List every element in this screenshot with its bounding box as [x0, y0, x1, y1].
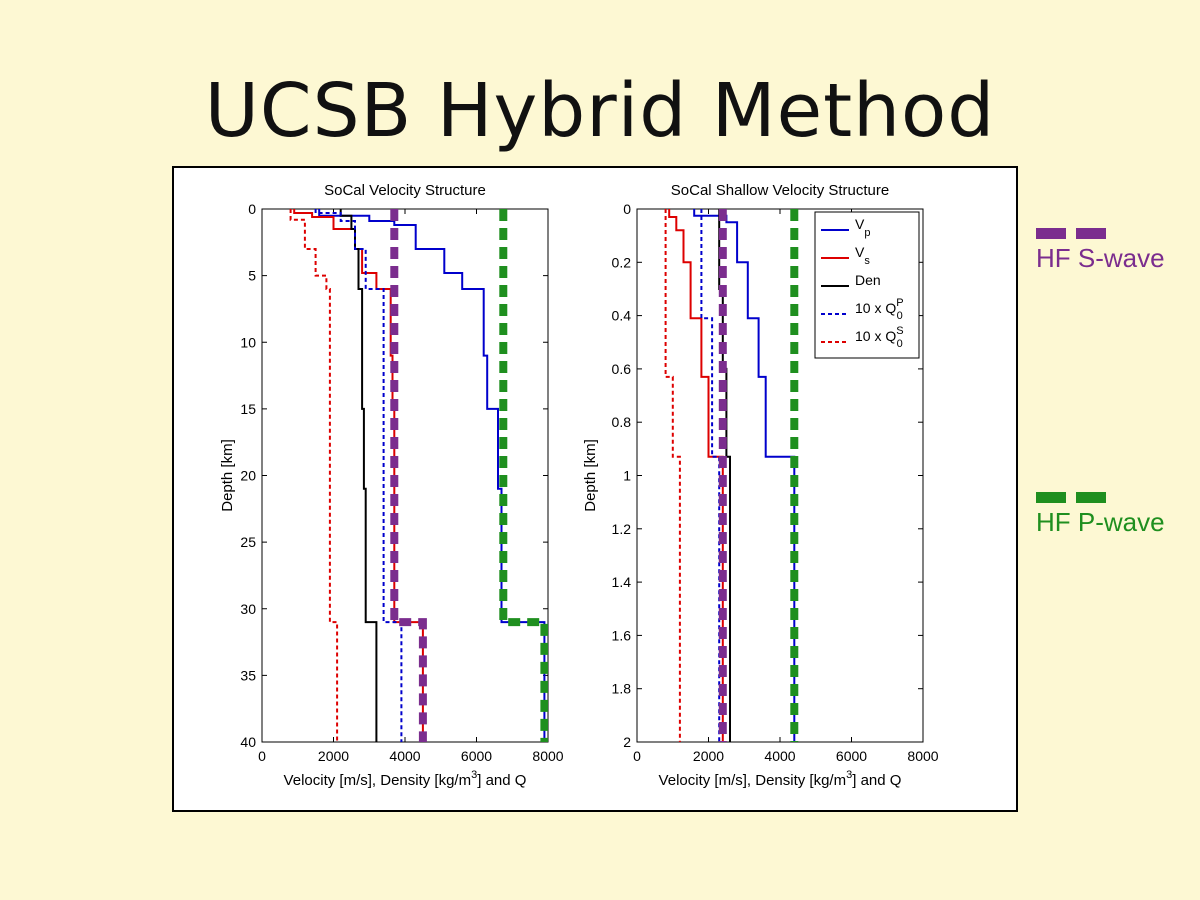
right-series-vp: [693, 209, 796, 742]
legend-label-vs: Vs: [855, 244, 870, 267]
legend-label-sub: 0: [897, 310, 903, 322]
legend-label-sub: p: [864, 227, 870, 239]
left-x-label-part: ] and Q: [477, 772, 526, 789]
legend-label-sub: 0: [897, 338, 903, 350]
hf-s-wave-legend: HF S-wave: [1036, 228, 1165, 274]
right-x-tick-label: 6000: [836, 748, 867, 764]
left-x-tick-label: 8000: [532, 748, 563, 764]
right-x-label-part: Velocity [m/s], Density [kg/m: [659, 772, 847, 789]
legend-label-main: 10 x Q: [855, 328, 896, 344]
right-y-tick-label: 0.8: [612, 414, 632, 430]
left-x-label-exponent: 3: [471, 769, 477, 781]
legend-label-main: Den: [855, 272, 881, 288]
left-series-hf_s: [390, 209, 427, 742]
hf-s-wave-swatch: [1036, 228, 1165, 239]
right-series-qs: [664, 209, 681, 742]
left-chart-title: SoCal Velocity Structure: [324, 182, 486, 199]
legend-label-main: V: [855, 216, 865, 232]
legend-label-main: 10 x Q: [855, 300, 896, 316]
left-x-axis-label: Velocity [m/s], Density [kg/m3] and Q: [284, 769, 527, 789]
right-y-axis-label: Depth [km]: [582, 439, 599, 512]
left-y-tick-label: 15: [240, 401, 256, 417]
slide-title: UCSB Hybrid Method: [204, 68, 996, 154]
right-x-tick-label: 4000: [764, 748, 795, 764]
right-y-tick-label: 1.4: [612, 574, 632, 590]
hf-s-wave-label: HF S-wave: [1036, 243, 1165, 273]
right-series-vs: [668, 209, 724, 742]
left-y-tick-label: 20: [240, 468, 256, 484]
left-x-tick-label: 2000: [318, 748, 349, 764]
right-x-label-part: ] and Q: [852, 772, 901, 789]
right-y-tick-label: 0: [623, 201, 631, 217]
left-series-hf_p: [499, 209, 548, 742]
left-series-vp: [318, 209, 546, 742]
left-y-tick-label: 35: [240, 667, 256, 683]
legend-label-sub: s: [864, 255, 870, 267]
left-y-tick-label: 25: [240, 534, 256, 550]
left-y-tick-label: 0: [248, 201, 256, 217]
legend-label-sup: P: [896, 297, 903, 309]
right-y-tick-label: 1.6: [612, 627, 632, 643]
figure-frame: 0 2000 4000 6000 8000 0 5 10 15 20 25 30 35 40 SoCal V…: [172, 166, 1018, 812]
right-y-tick-label: 0.6: [612, 361, 632, 377]
left-series-den: [339, 209, 378, 742]
right-y-tick-label: 2: [623, 734, 631, 750]
right-y-tick-label: 1.2: [612, 521, 632, 537]
left-series-group: [289, 209, 548, 742]
legend-label-main: V: [855, 244, 865, 260]
right-y-tick-label: 1.8: [612, 681, 632, 697]
left-series-qp: [314, 209, 403, 742]
left-chart: 0 2000 4000 6000 8000 0 5 10 15 20 25 30 35 40 SoCal V…: [219, 182, 564, 789]
left-x-tick-label: 0: [258, 748, 266, 764]
right-series-qp: [700, 209, 721, 742]
left-series-qs: [289, 209, 339, 742]
right-y-tick-label: 1: [623, 468, 631, 484]
hf-p-wave-swatch: [1036, 492, 1165, 503]
hf-p-wave-label: HF P-wave: [1036, 507, 1165, 537]
hf-p-wave-legend: HF P-wave: [1036, 492, 1165, 538]
left-y-tick-label: 40: [240, 734, 256, 750]
right-x-axis-label: Velocity [m/s], Density [kg/m3] and Q: [659, 769, 902, 789]
left-y-axis-label: Depth [km]: [219, 439, 236, 512]
right-x-label-exponent: 3: [846, 769, 852, 781]
left-y-tick-label: 30: [240, 601, 256, 617]
right-series-group: [664, 209, 799, 742]
right-chart: 0 2000 4000 6000 8000 0 0.2 0.4 0.6 0.8 1 1.2 1.4 1.6…: [582, 182, 939, 789]
left-y-tick-label: 10: [240, 334, 256, 350]
left-x-tick-label: 6000: [461, 748, 492, 764]
right-x-tick-label: 8000: [907, 748, 938, 764]
left-x-tick-label: 4000: [389, 748, 420, 764]
right-y-tick-label: 0.4: [612, 308, 632, 324]
legend-label-sup: S: [896, 325, 903, 337]
right-y-tick-label: 0.2: [612, 254, 632, 270]
left-y-tick-label: 5: [248, 268, 256, 284]
legend-label-qs: 10 x QS 0: [855, 325, 904, 350]
legend-label-vp: Vp: [855, 216, 870, 239]
right-x-tick-label: 0: [633, 748, 641, 764]
left-x-label-part: Velocity [m/s], Density [kg/m: [284, 772, 472, 789]
legend-label-den: Den: [855, 272, 881, 288]
right-chart-title: SoCal Shallow Velocity Structure: [671, 182, 889, 199]
legend-label-qp: 10 x QP 0: [855, 297, 904, 322]
right-x-tick-label: 2000: [693, 748, 724, 764]
